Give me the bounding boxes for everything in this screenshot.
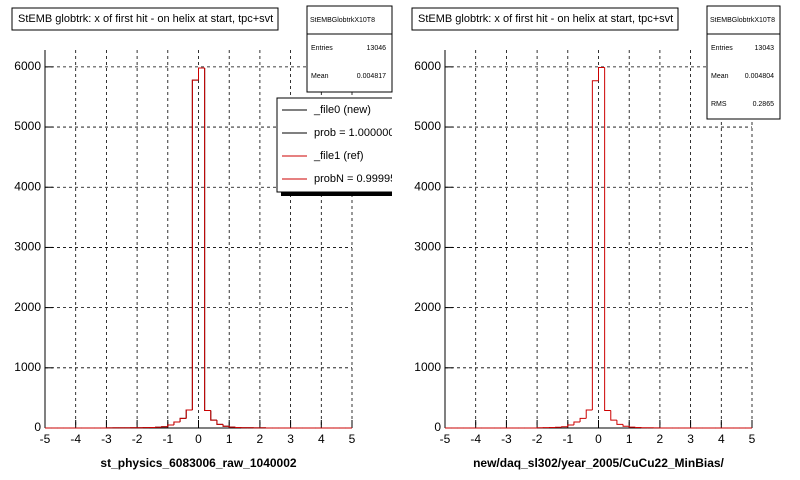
x-axis-label: new/daq_sl302/year_2005/CuCu22_MinBias/ [473,456,724,470]
histogram-bin [228,426,236,428]
y-tick-label: 2000 [414,300,441,314]
x-tick-label: -5 [40,432,51,446]
histogram-bin [579,417,587,422]
x-tick-label: -5 [440,432,451,446]
y-tick-label: 5000 [414,119,441,133]
x-tick-label: -3 [101,432,112,446]
stats-value: 0.004817 [357,73,386,80]
y-tick-label: 4000 [414,179,441,193]
x-tick-label: 1 [626,432,633,446]
chart-title: StEMB globtrk: x of first hit - on helix… [418,13,673,25]
y-tick-label: 2000 [14,300,41,314]
x-tick-label: -1 [562,432,573,446]
stats-title: StEMBGlobtrkX10T8 [310,17,375,24]
panel: 0 1000 2000 3000 4000 5000 6000 -5 -4 -3 -2 -1 0 1 2 3 4… [11,5,396,470]
histogram-bin [185,409,193,419]
histogram-bin [567,424,574,427]
stats-box [706,5,781,120]
x-tick-label: 2 [257,432,264,446]
histogram-bin [185,409,193,419]
histogram-bin [198,67,205,81]
histogram-bin [173,421,181,425]
y-tick-label: 0 [34,420,41,434]
stats-value: 0.004804 [745,73,774,80]
x-tick-label: 0 [195,432,202,446]
y-tick-label: 3000 [414,240,441,254]
stats-label: Entries [311,45,333,52]
histogram-bin [585,409,593,419]
histogram-bin [179,417,187,422]
x-tick-label: 3 [287,432,294,446]
histogram-bin [216,420,224,425]
histogram-bin [573,421,581,425]
histogram-bin [210,410,217,421]
histogram-bin [204,68,211,412]
x-tick-label: 5 [349,432,356,446]
x-tick-label: -2 [132,432,143,446]
histogram-bin [198,67,205,81]
stats-label: Mean [711,73,729,80]
stats-value: 13046 [367,45,387,52]
histogram-bin [167,424,174,427]
x-tick-label: 0 [595,432,602,446]
y-tick-label: 1000 [14,360,41,374]
y-tick-label: 0 [434,420,441,434]
y-tick-label: 6000 [14,59,41,73]
x-tick-label: 5 [749,432,756,446]
x-tick-label: -1 [162,432,173,446]
histogram-bin [210,410,217,421]
x-tick-label: 2 [657,432,664,446]
x-tick-label: -4 [470,432,481,446]
stats-value: 13043 [755,45,775,52]
stats-label: Mean [311,73,329,80]
y-tick-label: 4000 [14,179,41,193]
legend-label: _file0 (new) [313,104,371,116]
legend-note: prob = 1.000000 [314,127,394,139]
x-tick-label: -2 [532,432,543,446]
y-tick-label: 3000 [14,240,41,254]
x-tick-label: 4 [318,432,325,446]
histogram-bin [610,410,617,421]
stats-box [306,5,393,93]
histogram-bin [628,426,636,428]
title-box [411,7,679,31]
histogram-bin [616,420,624,425]
x-tick-label: 3 [687,432,694,446]
stats-value: 0.2865 [753,101,775,108]
x-tick-label: 1 [226,432,233,446]
y-tick-label: 1000 [414,360,441,374]
x-tick-label: -4 [70,432,81,446]
title-box [11,7,279,31]
histogram-bin [598,66,605,81]
legend: _file0 (new) prob = 1.000000 _file1 (ref) p… [276,97,396,196]
histogram-bin [222,424,230,427]
panel: 0 1000 2000 3000 4000 5000 6000 -5 -4 -3 -2 -1 0 1 2 3 4… [411,5,781,470]
histogram-bin [622,424,630,427]
histogram-bin [191,79,199,410]
legend-label: _file1 (ref) [313,150,364,162]
stats-label: Entries [711,45,733,52]
histogram-bin [216,420,224,425]
legend-note: probN = 0.99995 [314,173,396,185]
y-tick-label: 6000 [414,59,441,73]
histogram-bin [204,68,211,412]
y-tick-label: 5000 [14,119,41,133]
x-axis-label: st_physics_6083006_raw_1040002 [100,456,296,470]
legend-box [276,97,392,193]
stats-title: StEMBGlobtrkX10T8 [710,17,775,24]
histogram-bin [591,80,599,410]
x-tick-label: -3 [501,432,512,446]
histogram-bin [179,417,187,422]
histogram-bin [604,67,611,412]
histogram-bin [191,79,199,410]
chart-title: StEMB globtrk: x of first hit - on helix… [18,13,273,25]
stats-label: RMS [711,101,727,108]
x-tick-label: 4 [718,432,725,446]
